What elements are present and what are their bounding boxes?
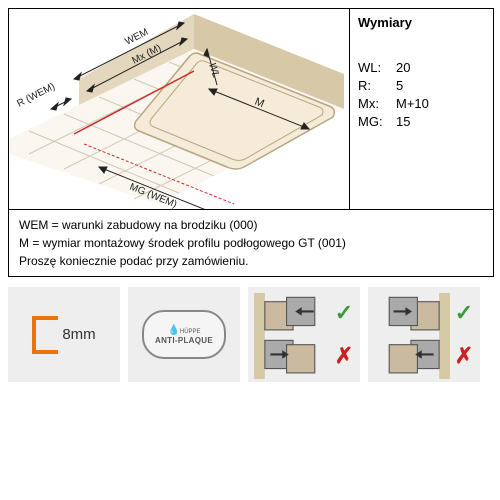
dim-value: M+10	[396, 96, 429, 111]
antiplaque-box: 💧HÜPPE ANTI-PLAQUE	[128, 287, 240, 382]
dim-row: MG:15	[358, 114, 485, 129]
cross-icon: ✗	[454, 343, 474, 369]
door-config-box-1: ✓ ✗	[248, 287, 360, 382]
door-top-left-out	[254, 293, 330, 336]
dim-row: WL:20	[358, 60, 485, 75]
door-top-right-out	[374, 293, 450, 336]
dim-label: R:	[358, 78, 396, 93]
cross-icon: ✗	[334, 343, 354, 369]
legend-line: M = wymiar montażowy środek profilu podł…	[19, 234, 483, 252]
dim-label: Mx:	[358, 96, 396, 111]
check-icon: ✓	[454, 300, 474, 326]
check-icon: ✓	[334, 300, 354, 326]
dim-value: 20	[396, 60, 410, 75]
isometric-diagram: WEM Mx (M) R (WEM) WL M MG (WEM)	[9, 9, 349, 209]
thickness-box: 8mm	[8, 287, 120, 382]
spec-frame: WEM Mx (M) R (WEM) WL M MG (WEM) Wymiary…	[8, 8, 494, 277]
dim-label: WL:	[358, 60, 396, 75]
diagram-svg: WEM Mx (M) R (WEM) WL M MG (WEM)	[9, 9, 349, 209]
legend-panel: WEM = warunki zabudowy na brodziku (000)…	[9, 210, 493, 276]
c-shape-icon	[32, 316, 58, 354]
antiplaque-badge: 💧HÜPPE ANTI-PLAQUE	[142, 310, 226, 359]
thickness-icon: 8mm	[32, 316, 95, 354]
dim-label: MG:	[358, 114, 396, 129]
door-bottom-left-in	[254, 336, 330, 379]
legend-line: WEM = warunki zabudowy na brodziku (000)	[19, 216, 483, 234]
legend-line: Proszę koniecznie podać przy zamówieniu.	[19, 252, 483, 270]
dim-row: Mx:M+10	[358, 96, 485, 111]
dimensions-title: Wymiary	[358, 15, 485, 30]
drop-icon: 💧HÜPPE	[167, 325, 200, 336]
thickness-value: 8mm	[62, 326, 95, 343]
icon-row: 8mm 💧HÜPPE ANTI-PLAQUE ✓	[8, 287, 492, 382]
antiplaque-label: ANTI-PLAQUE	[155, 336, 213, 345]
dim-value: 5	[396, 78, 403, 93]
door-config-box-2: ✓ ✗	[368, 287, 480, 382]
label-r: R (WEM)	[15, 81, 57, 109]
door-bottom-right-in	[374, 336, 450, 379]
top-row: WEM Mx (M) R (WEM) WL M MG (WEM) Wymiary…	[9, 9, 493, 210]
dim-value: 15	[396, 114, 410, 129]
dim-row: R:5	[358, 78, 485, 93]
dimensions-panel: Wymiary WL:20 R:5 Mx:M+10 MG:15	[349, 9, 493, 209]
